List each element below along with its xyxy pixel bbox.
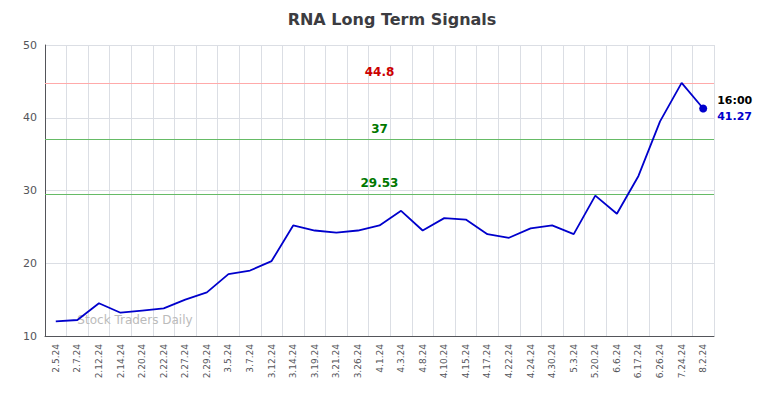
svg-text:3.5.24: 3.5.24 [223, 344, 233, 373]
svg-text:2.22.24: 2.22.24 [159, 344, 169, 379]
svg-text:37: 37 [371, 122, 388, 136]
svg-text:3.14.24: 3.14.24 [288, 344, 298, 379]
svg-text:3.21.24: 3.21.24 [331, 344, 341, 379]
svg-text:50: 50 [23, 39, 37, 52]
svg-text:4.3.24: 4.3.24 [396, 344, 406, 373]
svg-text:5.3.24: 5.3.24 [569, 344, 579, 373]
svg-text:4.15.24: 4.15.24 [461, 344, 471, 379]
svg-text:4.22.24: 4.22.24 [504, 344, 514, 379]
svg-text:4.30.24: 4.30.24 [547, 344, 557, 379]
svg-text:2.12.24: 2.12.24 [94, 344, 104, 379]
svg-text:6.6.24: 6.6.24 [612, 344, 622, 373]
svg-text:2.27.24: 2.27.24 [180, 344, 190, 379]
svg-text:8.2.24: 8.2.24 [698, 344, 708, 373]
svg-text:20: 20 [23, 257, 37, 270]
svg-text:2.20.24: 2.20.24 [137, 344, 147, 379]
svg-text:Stock Traders Daily: Stock Traders Daily [77, 313, 192, 327]
svg-text:16:00: 16:00 [717, 94, 752, 107]
svg-text:2.29.24: 2.29.24 [202, 344, 212, 379]
svg-text:RNA Long Term Signals: RNA Long Term Signals [288, 10, 497, 29]
svg-text:3.7.24: 3.7.24 [245, 344, 255, 373]
svg-text:5.20.24: 5.20.24 [590, 344, 600, 379]
svg-text:4.1.24: 4.1.24 [375, 344, 385, 373]
svg-text:41.27: 41.27 [717, 110, 752, 123]
svg-text:3.26.24: 3.26.24 [353, 344, 363, 379]
svg-text:3.12.24: 3.12.24 [267, 344, 277, 379]
svg-text:6.17.24: 6.17.24 [633, 344, 643, 379]
svg-text:6.26.24: 6.26.24 [655, 344, 665, 379]
svg-text:2.7.24: 2.7.24 [72, 344, 82, 373]
svg-text:7.24.24: 7.24.24 [677, 344, 687, 379]
svg-text:30: 30 [23, 184, 37, 197]
svg-text:4.10.24: 4.10.24 [439, 344, 449, 379]
svg-text:40: 40 [23, 111, 37, 124]
svg-text:3.19.24: 3.19.24 [310, 344, 320, 379]
svg-text:4.24.24: 4.24.24 [526, 344, 536, 379]
svg-text:2.5.24: 2.5.24 [51, 344, 61, 373]
svg-text:4.17.24: 4.17.24 [482, 344, 492, 379]
svg-text:29.53: 29.53 [361, 176, 399, 190]
svg-text:4.8.24: 4.8.24 [418, 344, 428, 373]
svg-text:10: 10 [23, 330, 37, 343]
svg-text:2.14.24: 2.14.24 [116, 344, 126, 379]
svg-text:44.8: 44.8 [365, 65, 395, 79]
